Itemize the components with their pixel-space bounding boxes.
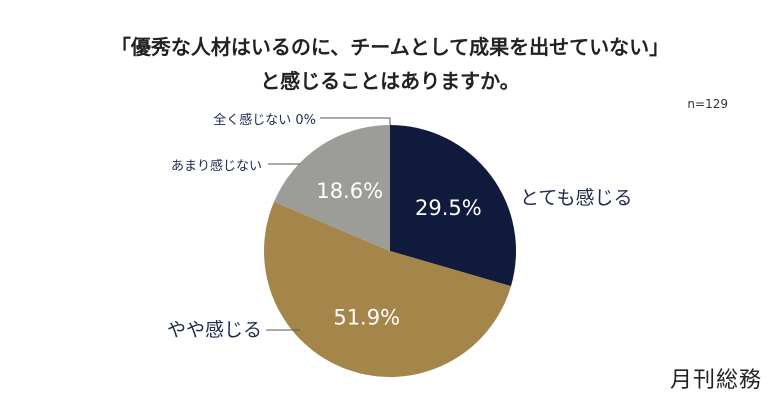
category-label-3: あまり感じない	[171, 158, 262, 174]
pie-slice-2	[264, 201, 511, 377]
slice-value-label-1: 29.5%	[415, 196, 482, 220]
category-label-1: とても感じる	[520, 187, 632, 209]
leader-line-4	[320, 117, 391, 125]
brand-logo: 月刊総務	[669, 368, 762, 393]
category-label-2: やや感じる	[167, 319, 262, 341]
title-line-2: と感じることはありますか。	[260, 69, 520, 93]
slice-value-label-3: 18.6%	[316, 179, 383, 203]
title-line-1: 「優秀な人材はいるのに、チームとして成果を出せていない」	[110, 35, 670, 59]
pie-slice-1	[390, 125, 517, 287]
pie-slice-3	[274, 125, 390, 251]
slice-value-label-2: 51.9%	[333, 305, 400, 329]
sample-size-label: n=129	[687, 97, 728, 111]
category-label-4: 全く感じない 0%	[213, 112, 316, 128]
chart-title: 「優秀な人材はいるのに、チームとして成果を出せていない」 と感じることはあります…	[0, 30, 780, 98]
